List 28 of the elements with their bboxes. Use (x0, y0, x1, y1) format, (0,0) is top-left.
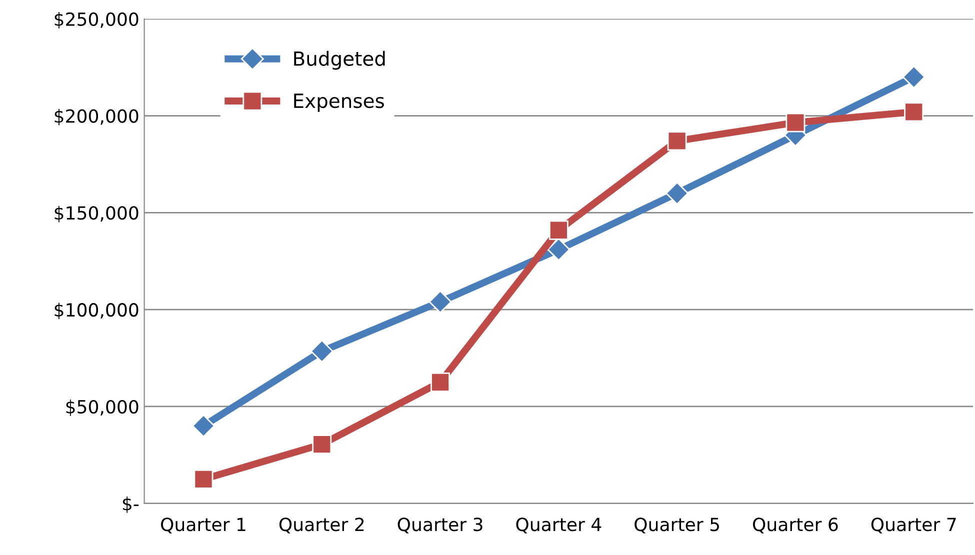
point (902, 66, 926, 89)
point (666, 182, 689, 205)
legend-label: Budgeted (294, 50, 385, 70)
y-tick-label: $200,000 (54, 108, 138, 126)
legend-label: Expenses (294, 94, 384, 112)
y-tick-label: $100,000 (54, 302, 138, 320)
y-tick-label: $150,000 (54, 206, 138, 222)
point (312, 434, 332, 454)
point (904, 102, 924, 122)
point (192, 414, 215, 438)
x-tick-label: Quarter 2 (279, 518, 364, 534)
point (547, 238, 570, 261)
x-tick-label: Quarter 4 (516, 518, 602, 534)
point (194, 469, 214, 489)
y-tick-label: $50,000 (66, 400, 138, 416)
x-tick-label: Quarter 3 (398, 518, 482, 534)
x-tick-label: Quarter 6 (752, 518, 838, 534)
point (428, 290, 452, 314)
x-tick-label: Quarter 7 (871, 518, 956, 534)
y-tick-label: $250,000 (54, 12, 138, 28)
point (667, 131, 687, 151)
x-tick-label: Quarter 5 (634, 518, 719, 534)
point (548, 220, 568, 240)
point (430, 372, 450, 392)
point (786, 112, 806, 132)
point (310, 340, 334, 363)
y-tick-label: $- (122, 496, 139, 513)
x-tick-label: Quarter 1 (161, 518, 246, 534)
